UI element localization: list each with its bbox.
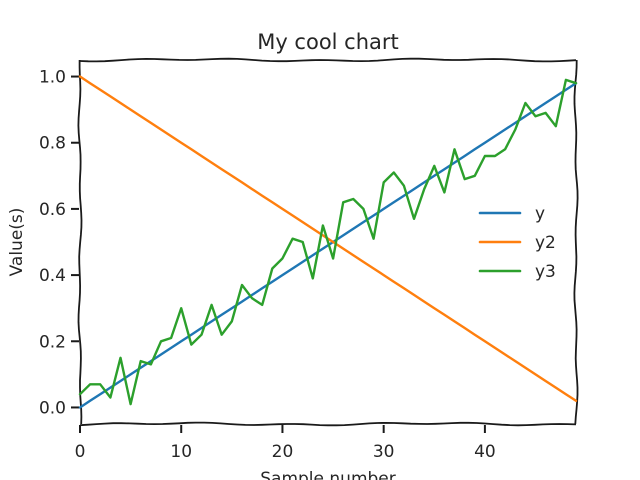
legend-label-y: y <box>535 204 545 224</box>
y-tick-label: 0.0 <box>39 398 66 418</box>
y-tick-label: 0.2 <box>39 332 66 352</box>
x-tick-label: 10 <box>170 442 192 462</box>
x-tick-label: 30 <box>373 442 395 462</box>
x-axis-ticks: 0 10 20 30 40 <box>75 425 496 462</box>
chart-title: My cool chart <box>257 30 399 54</box>
x-axis-label: Sample number <box>260 469 396 480</box>
series-line-y3 <box>78 78 578 406</box>
frame-top <box>79 57 577 63</box>
x-tick-label: 0 <box>75 442 86 462</box>
frame-bottom <box>79 421 577 427</box>
series-lines <box>78 75 578 409</box>
y-tick-label: 0.4 <box>39 266 66 286</box>
y-axis-label: Value(s) <box>7 208 27 277</box>
plot-frame <box>77 57 579 427</box>
y-tick-label: 0.6 <box>39 200 66 220</box>
frame-right <box>573 59 579 425</box>
frame-left <box>77 60 83 425</box>
legend: y y2 y3 <box>478 204 556 282</box>
legend-label-y2: y2 <box>535 233 556 253</box>
y-axis-ticks: 0.0 0.2 0.4 0.6 0.8 1.0 <box>39 68 79 418</box>
legend-label-y3: y3 <box>535 262 556 282</box>
x-tick-label: 20 <box>272 442 294 462</box>
y-tick-label: 0.8 <box>39 134 66 154</box>
x-tick-label: 40 <box>474 442 496 462</box>
y-tick-label: 1.0 <box>39 68 66 88</box>
